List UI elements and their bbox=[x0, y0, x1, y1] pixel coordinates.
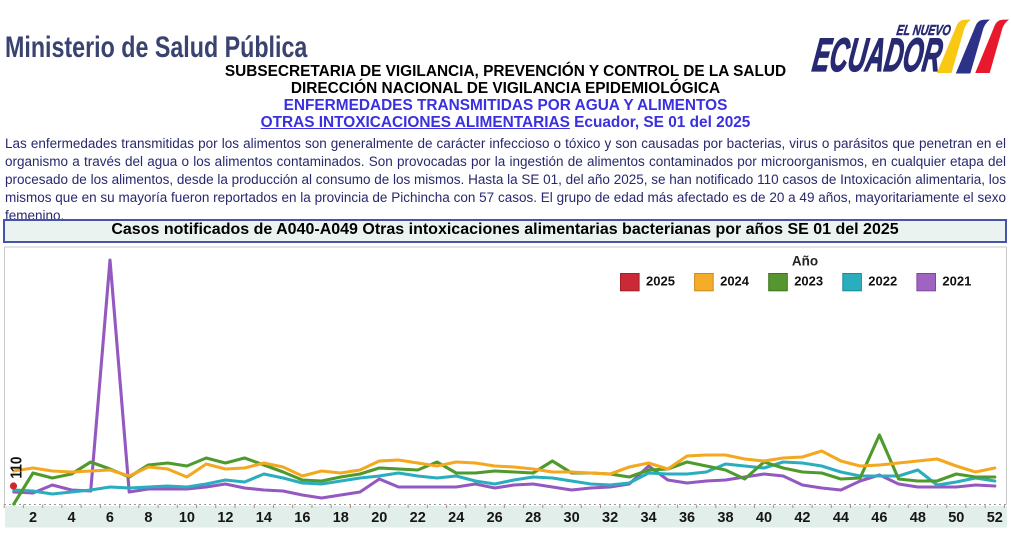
svg-text:10: 10 bbox=[179, 510, 195, 526]
svg-text:42: 42 bbox=[794, 510, 810, 526]
svg-text:44: 44 bbox=[833, 510, 849, 526]
svg-text:2: 2 bbox=[29, 510, 37, 526]
svg-text:2023: 2023 bbox=[794, 274, 823, 289]
svg-text:40: 40 bbox=[756, 510, 772, 526]
svg-text:20: 20 bbox=[371, 510, 387, 526]
svg-text:18: 18 bbox=[333, 510, 349, 526]
svg-text:ECUADOR: ECUADOR bbox=[809, 29, 945, 76]
svg-text:38: 38 bbox=[717, 510, 733, 526]
svg-text:2021: 2021 bbox=[942, 274, 971, 289]
svg-text:32: 32 bbox=[602, 510, 618, 526]
svg-text:EL NUEVO: EL NUEVO bbox=[895, 23, 952, 39]
svg-text:16: 16 bbox=[294, 510, 310, 526]
svg-text:46: 46 bbox=[871, 510, 887, 526]
svg-text:8: 8 bbox=[144, 510, 152, 526]
svg-text:2025: 2025 bbox=[646, 274, 675, 289]
svg-text:22: 22 bbox=[410, 510, 426, 526]
svg-text:14: 14 bbox=[256, 510, 272, 526]
svg-text:12: 12 bbox=[217, 510, 233, 526]
svg-text:4: 4 bbox=[67, 510, 75, 526]
svg-text:6: 6 bbox=[106, 510, 114, 526]
svg-text:2022: 2022 bbox=[868, 274, 897, 289]
svg-text:52: 52 bbox=[987, 510, 1003, 526]
svg-text:110: 110 bbox=[9, 457, 26, 479]
svg-text:30: 30 bbox=[564, 510, 580, 526]
svg-text:50: 50 bbox=[948, 510, 964, 526]
svg-text:24: 24 bbox=[448, 510, 464, 526]
svg-text:36: 36 bbox=[679, 510, 695, 526]
svg-text:28: 28 bbox=[525, 510, 541, 526]
svg-text:34: 34 bbox=[640, 510, 656, 526]
svg-text:48: 48 bbox=[910, 510, 926, 526]
svg-text:26: 26 bbox=[487, 510, 503, 526]
svg-text:2024: 2024 bbox=[720, 274, 750, 289]
svg-text:Año: Año bbox=[792, 254, 818, 269]
